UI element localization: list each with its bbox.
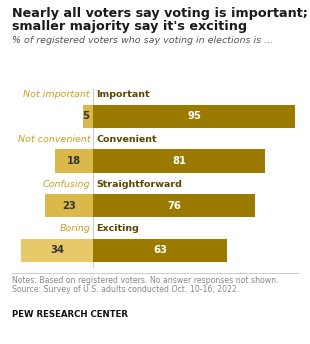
Text: PEW RESEARCH CENTER: PEW RESEARCH CENTER: [12, 310, 128, 319]
Text: Convenient: Convenient: [97, 135, 157, 144]
Text: 18: 18: [67, 156, 82, 166]
Text: % of registered voters who say voting in elections is ...: % of registered voters who say voting in…: [12, 36, 273, 45]
Text: Exciting: Exciting: [97, 224, 140, 234]
Text: Not convenient: Not convenient: [18, 135, 90, 144]
Text: Source: Survey of U.S. adults conducted Oct. 10-16, 2022.: Source: Survey of U.S. adults conducted …: [12, 285, 240, 294]
Bar: [83, 105, 93, 128]
Text: 5: 5: [82, 111, 90, 121]
Text: Boring: Boring: [59, 224, 90, 234]
Text: 95: 95: [187, 111, 201, 121]
Bar: [93, 239, 227, 262]
Bar: [21, 239, 93, 262]
Text: Confusing: Confusing: [43, 180, 90, 189]
Bar: [93, 194, 255, 217]
Bar: [93, 105, 295, 128]
Text: 81: 81: [172, 156, 187, 166]
Text: Notes: Based on registered voters. No answer responses not shown.: Notes: Based on registered voters. No an…: [12, 276, 279, 285]
Text: Nearly all voters say voting is important;: Nearly all voters say voting is importan…: [12, 7, 308, 20]
Text: 34: 34: [50, 245, 64, 256]
Text: Important: Important: [97, 90, 150, 99]
Text: smaller majority say it's exciting: smaller majority say it's exciting: [12, 20, 247, 33]
Bar: [55, 149, 93, 173]
Bar: [93, 149, 265, 173]
Text: 63: 63: [153, 245, 167, 256]
Text: 76: 76: [167, 201, 181, 211]
Bar: [45, 194, 93, 217]
Text: 23: 23: [62, 201, 76, 211]
Text: Straightforward: Straightforward: [97, 180, 183, 189]
Text: Not important: Not important: [24, 90, 90, 99]
